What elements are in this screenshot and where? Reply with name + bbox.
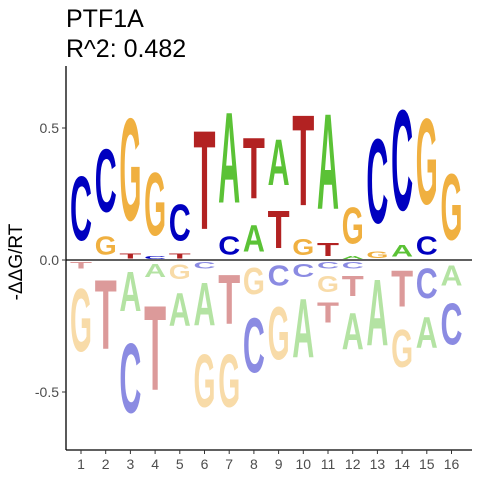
logo-letter-C: C bbox=[119, 323, 141, 434]
x-tick-label: 10 bbox=[296, 456, 312, 472]
x-tick-label: 13 bbox=[370, 456, 386, 472]
y-tick-label: -0.5 bbox=[35, 384, 59, 400]
logo-letter-T: T bbox=[70, 260, 92, 271]
logo-letter-T: T bbox=[317, 239, 340, 260]
logo-letter-T: T bbox=[169, 252, 191, 260]
x-tick-label: 8 bbox=[250, 456, 258, 472]
chart-title: PTF1A bbox=[66, 5, 144, 33]
logo-letter-C: C bbox=[218, 230, 240, 259]
logo-letter-C: C bbox=[317, 260, 339, 270]
logo-letter-T: T bbox=[119, 252, 141, 260]
y-tick-label: 0.5 bbox=[40, 120, 60, 136]
x-tick-label: 7 bbox=[225, 456, 233, 472]
logo-letter-A: A bbox=[391, 242, 413, 260]
logo-letter-C: C bbox=[416, 230, 438, 259]
logo-letter-A: A bbox=[342, 304, 364, 361]
logo-letter-C: C bbox=[144, 255, 166, 260]
logo-letter-C: C bbox=[70, 157, 92, 260]
logo-letter-G: G bbox=[119, 89, 141, 251]
logo-letter-G: G bbox=[342, 196, 364, 254]
x-tick-label: 16 bbox=[444, 456, 460, 472]
logo-letter-A: A bbox=[218, 85, 240, 230]
logo-letter-C: C bbox=[366, 115, 388, 249]
logo-letter-G: G bbox=[292, 233, 314, 260]
logo-letter-G: G bbox=[391, 319, 413, 379]
logo-letter-C: C bbox=[292, 261, 314, 282]
logo-letter-T: T bbox=[342, 271, 364, 302]
logo-letter-A: A bbox=[144, 261, 166, 282]
logo-letter-G: G bbox=[268, 292, 290, 377]
logo-letter-G: G bbox=[144, 155, 166, 255]
x-tick-label: 4 bbox=[151, 456, 159, 472]
x-tick-label: 1 bbox=[77, 456, 85, 472]
logo-letter-C: C bbox=[169, 196, 191, 253]
x-tick-label: 14 bbox=[394, 456, 410, 472]
x-tick-label: 9 bbox=[275, 456, 283, 472]
logo-letter-A: A bbox=[317, 85, 339, 238]
logo-letter-A: A bbox=[243, 219, 265, 261]
chart-subtitle: R^2: 0.482 bbox=[66, 35, 186, 63]
x-tick-label: 12 bbox=[345, 456, 361, 472]
x-tick-label: 15 bbox=[419, 456, 435, 472]
logo-letter-T: T bbox=[243, 121, 265, 218]
logo-letter-C: C bbox=[416, 260, 438, 307]
logo-letter-T: T bbox=[144, 281, 166, 415]
logo-letter-C: C bbox=[95, 131, 117, 231]
logo-letter-G: G bbox=[243, 261, 265, 303]
logo-letter-G: G bbox=[218, 340, 240, 425]
logo-letter-G: G bbox=[441, 154, 463, 260]
x-tick-label: 3 bbox=[127, 456, 135, 472]
logo-letter-T: T bbox=[95, 260, 117, 370]
axes: 0.50.0-0.51 2 3 4 5 6 7 8 9 10 11 12 13 14 15 16 bbox=[35, 66, 472, 472]
logo-letter-T: T bbox=[194, 101, 216, 259]
logo-letter-C: C bbox=[441, 292, 463, 357]
logo-letter-G: G bbox=[169, 260, 191, 284]
logo-letter-G: G bbox=[366, 250, 388, 260]
logo-letter-T: T bbox=[391, 261, 413, 318]
logo-letter-C: C bbox=[243, 302, 265, 389]
logo-letter-C: C bbox=[268, 260, 290, 292]
logo-letter-A: A bbox=[416, 308, 438, 358]
logo-letter-G: G bbox=[70, 272, 92, 372]
logo-glyphs: CTGGCTTGACCGATTCGATCAGCATGATGCTACGGTCATA… bbox=[70, 81, 462, 434]
logo-letter-G: G bbox=[95, 230, 117, 260]
logo-letter-A: A bbox=[194, 271, 216, 339]
logo-letter-G: G bbox=[317, 270, 339, 297]
logo-letter-A: A bbox=[366, 260, 388, 365]
logo-letter-G: G bbox=[194, 340, 216, 425]
logo-letter-T: T bbox=[268, 199, 290, 260]
logo-letter-A: A bbox=[441, 260, 463, 292]
x-tick-label: 2 bbox=[102, 456, 110, 472]
logo-letter-T: T bbox=[218, 259, 240, 338]
logo-letter-C: C bbox=[391, 81, 413, 241]
logo-letter-G: G bbox=[416, 92, 438, 230]
logo-letter-T: T bbox=[292, 89, 314, 233]
x-tick-label: 5 bbox=[176, 456, 184, 472]
x-tick-label: 11 bbox=[321, 456, 336, 472]
logo-letter-A: A bbox=[268, 124, 290, 198]
x-tick-label: 6 bbox=[201, 456, 209, 472]
logo-letter-A: A bbox=[342, 255, 364, 260]
logo-letter-A: A bbox=[292, 280, 314, 376]
y-axis-label: -ΔΔG/RT bbox=[6, 223, 27, 300]
logo-letter-A: A bbox=[169, 285, 191, 337]
logo-letter-A: A bbox=[119, 260, 141, 324]
logo-letter-T: T bbox=[317, 297, 339, 328]
y-tick-label: 0.0 bbox=[40, 252, 60, 268]
logo-letter-C: C bbox=[194, 260, 216, 270]
logo-letter-C: C bbox=[342, 260, 364, 270]
